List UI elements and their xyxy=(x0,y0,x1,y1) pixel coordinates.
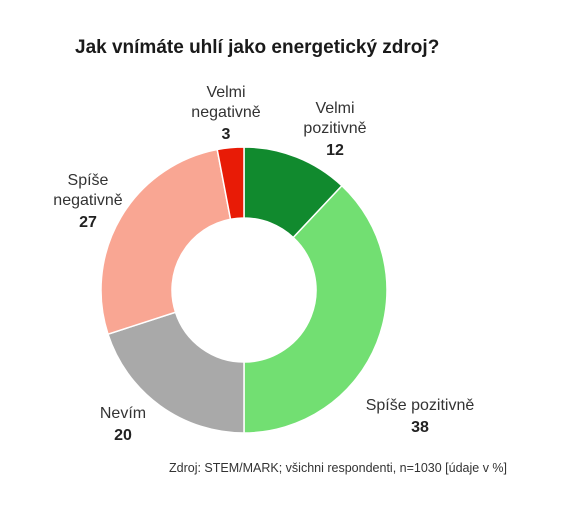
slice-spise-pozitivne xyxy=(243,184,388,434)
label-velmi-negativne: Velmi negativně xyxy=(191,84,260,121)
label-nevim: Nevím xyxy=(100,405,146,422)
chart-title: Jak vnímáte uhlí jako energetický zdroj? xyxy=(75,37,440,58)
label-spise-negativne: Spíše negativně xyxy=(53,172,122,209)
label-spise-pozitivne: Spíše pozitivně xyxy=(366,397,475,414)
value-velmi-pozitivne: 12 xyxy=(326,142,344,159)
value-nevim: 20 xyxy=(114,427,132,444)
source-note: Zdroj: STEM/MARK; všichni respondenti, n… xyxy=(169,461,508,475)
value-spise-negativne: 27 xyxy=(79,214,97,231)
value-spise-pozitivne: 38 xyxy=(411,419,429,436)
label-velmi-pozitivne: Velmi pozitivně xyxy=(303,100,366,137)
slice-spise-negativne xyxy=(100,148,232,336)
value-velmi-negativne: 3 xyxy=(222,126,231,143)
slice-nevim xyxy=(107,311,245,434)
slice-velmi-negativne xyxy=(216,146,245,221)
